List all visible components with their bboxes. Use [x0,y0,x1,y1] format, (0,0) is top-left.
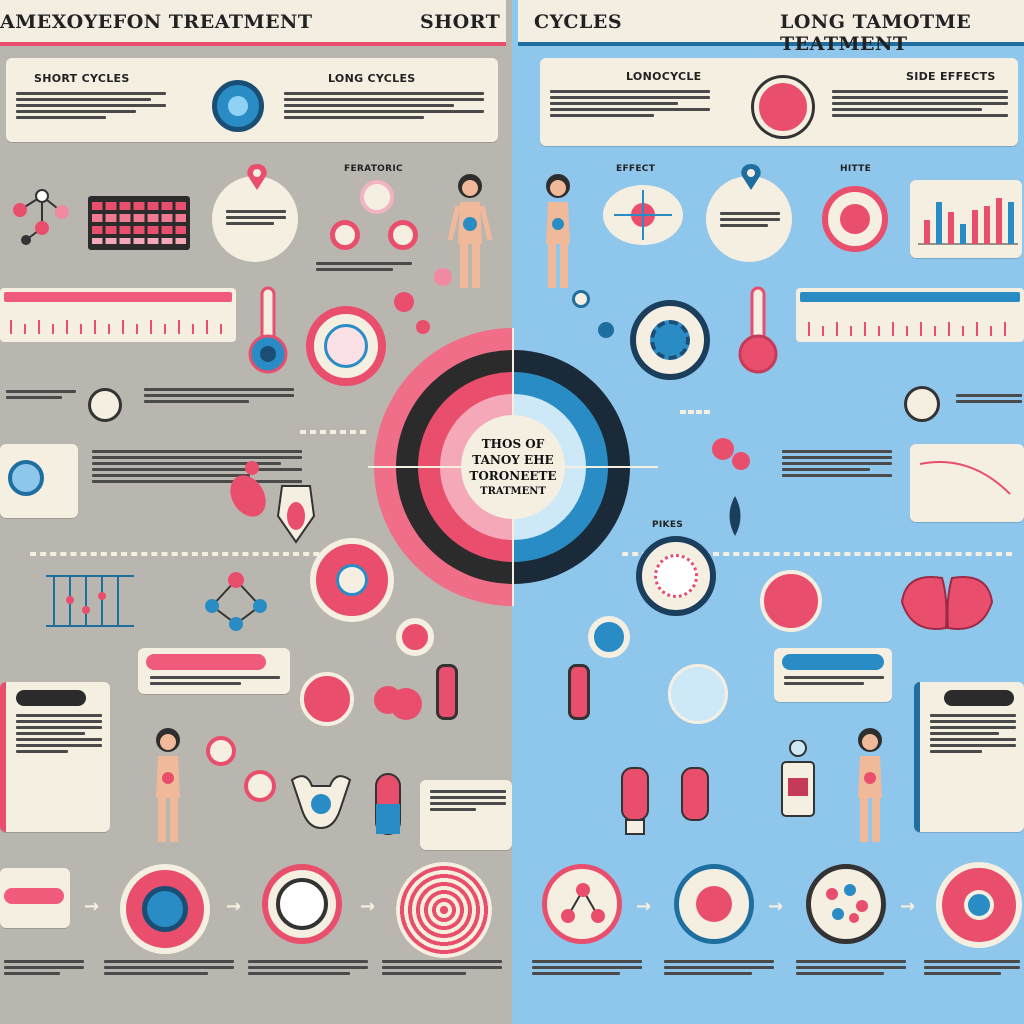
long-cycle-panel: LONOCYCLE SIDE EFFECTS EFFECT HITTE [512,0,1024,1024]
long-cycles-heading: LONG CYCLES [328,72,416,85]
pill-bottle-icon [781,740,815,817]
short-cycles-heading: SHORT CYCLES [34,72,130,85]
molecule-icon [13,189,69,245]
cycle-icon [212,80,264,132]
location-pin-icon-2 [741,164,761,190]
drop-icon [729,496,741,536]
flower-cell-icon [603,185,683,245]
medicine-vial-2 [568,664,590,720]
vial-icons [621,767,709,835]
timeline-ticks-2 [808,322,1006,336]
left-header: AMEXOYEFON TREATMENT SHORT [0,0,506,46]
long-mid-card [774,648,892,702]
organ-icon [900,576,994,630]
thermometer-icon-2 [738,286,778,374]
woman-figure [447,174,493,288]
pill-drops-icon [230,461,316,544]
short-tag: SHORT [420,11,501,33]
process-step-6 [806,864,886,944]
right-header: CYCLES LONG TAMOTME TEATMENT [518,0,1024,55]
right-title: LONG TAMOTME TEATMENT [780,11,972,55]
long-cycle-card: LONOCYCLE SIDE EFFECTS [540,58,1018,146]
pikes-label: PIKES [652,520,684,530]
location-pin-icon [247,164,267,190]
side-effects-heading: SIDE EFFECTS [906,70,996,83]
short-cycles-card: SHORT CYCLES LONG CYCLES [6,58,498,142]
long-detail-card [910,444,1024,522]
capsule-icon [88,388,122,422]
woman-figure-2 [156,728,180,842]
short-cycles-text [16,92,166,122]
dna-diagram [46,575,134,627]
thermometer-icon [248,286,288,374]
heart-cells-icon [374,686,422,720]
cycles-tag: CYCLES [534,11,623,33]
molecule-cluster-icon [205,572,267,631]
feratoric-label: FERATORIC [344,164,403,174]
woman-figure-3 [546,174,570,288]
uterus-icon [290,775,352,830]
longcycle-heading: LONOCYCLE [626,70,702,83]
long-cycles-text [284,92,484,122]
long-cycle-timeline [796,288,1024,342]
hitte-label: HITTE [840,164,872,174]
central-donut-chart [368,328,658,606]
capsule-icon-2 [375,773,401,835]
short-side-card [0,682,110,832]
woman-figure-4 [858,728,882,842]
side-effect-chart [910,180,1022,258]
process-step-4 [542,864,622,944]
short-mid-card [138,648,290,694]
heatmap-chart [88,196,190,250]
left-title: AMEXOYEFON TREATMENT [0,11,313,33]
long-side-card [914,682,1024,832]
medicine-vial [436,664,458,720]
center-title: THOS OF TANOY EHE TORONEETE TRATMENT [469,437,557,497]
process-step-3 [396,862,492,958]
effect-label: EFFECT [616,164,656,174]
timeline-ticks [10,320,222,334]
info-circle [212,176,298,262]
